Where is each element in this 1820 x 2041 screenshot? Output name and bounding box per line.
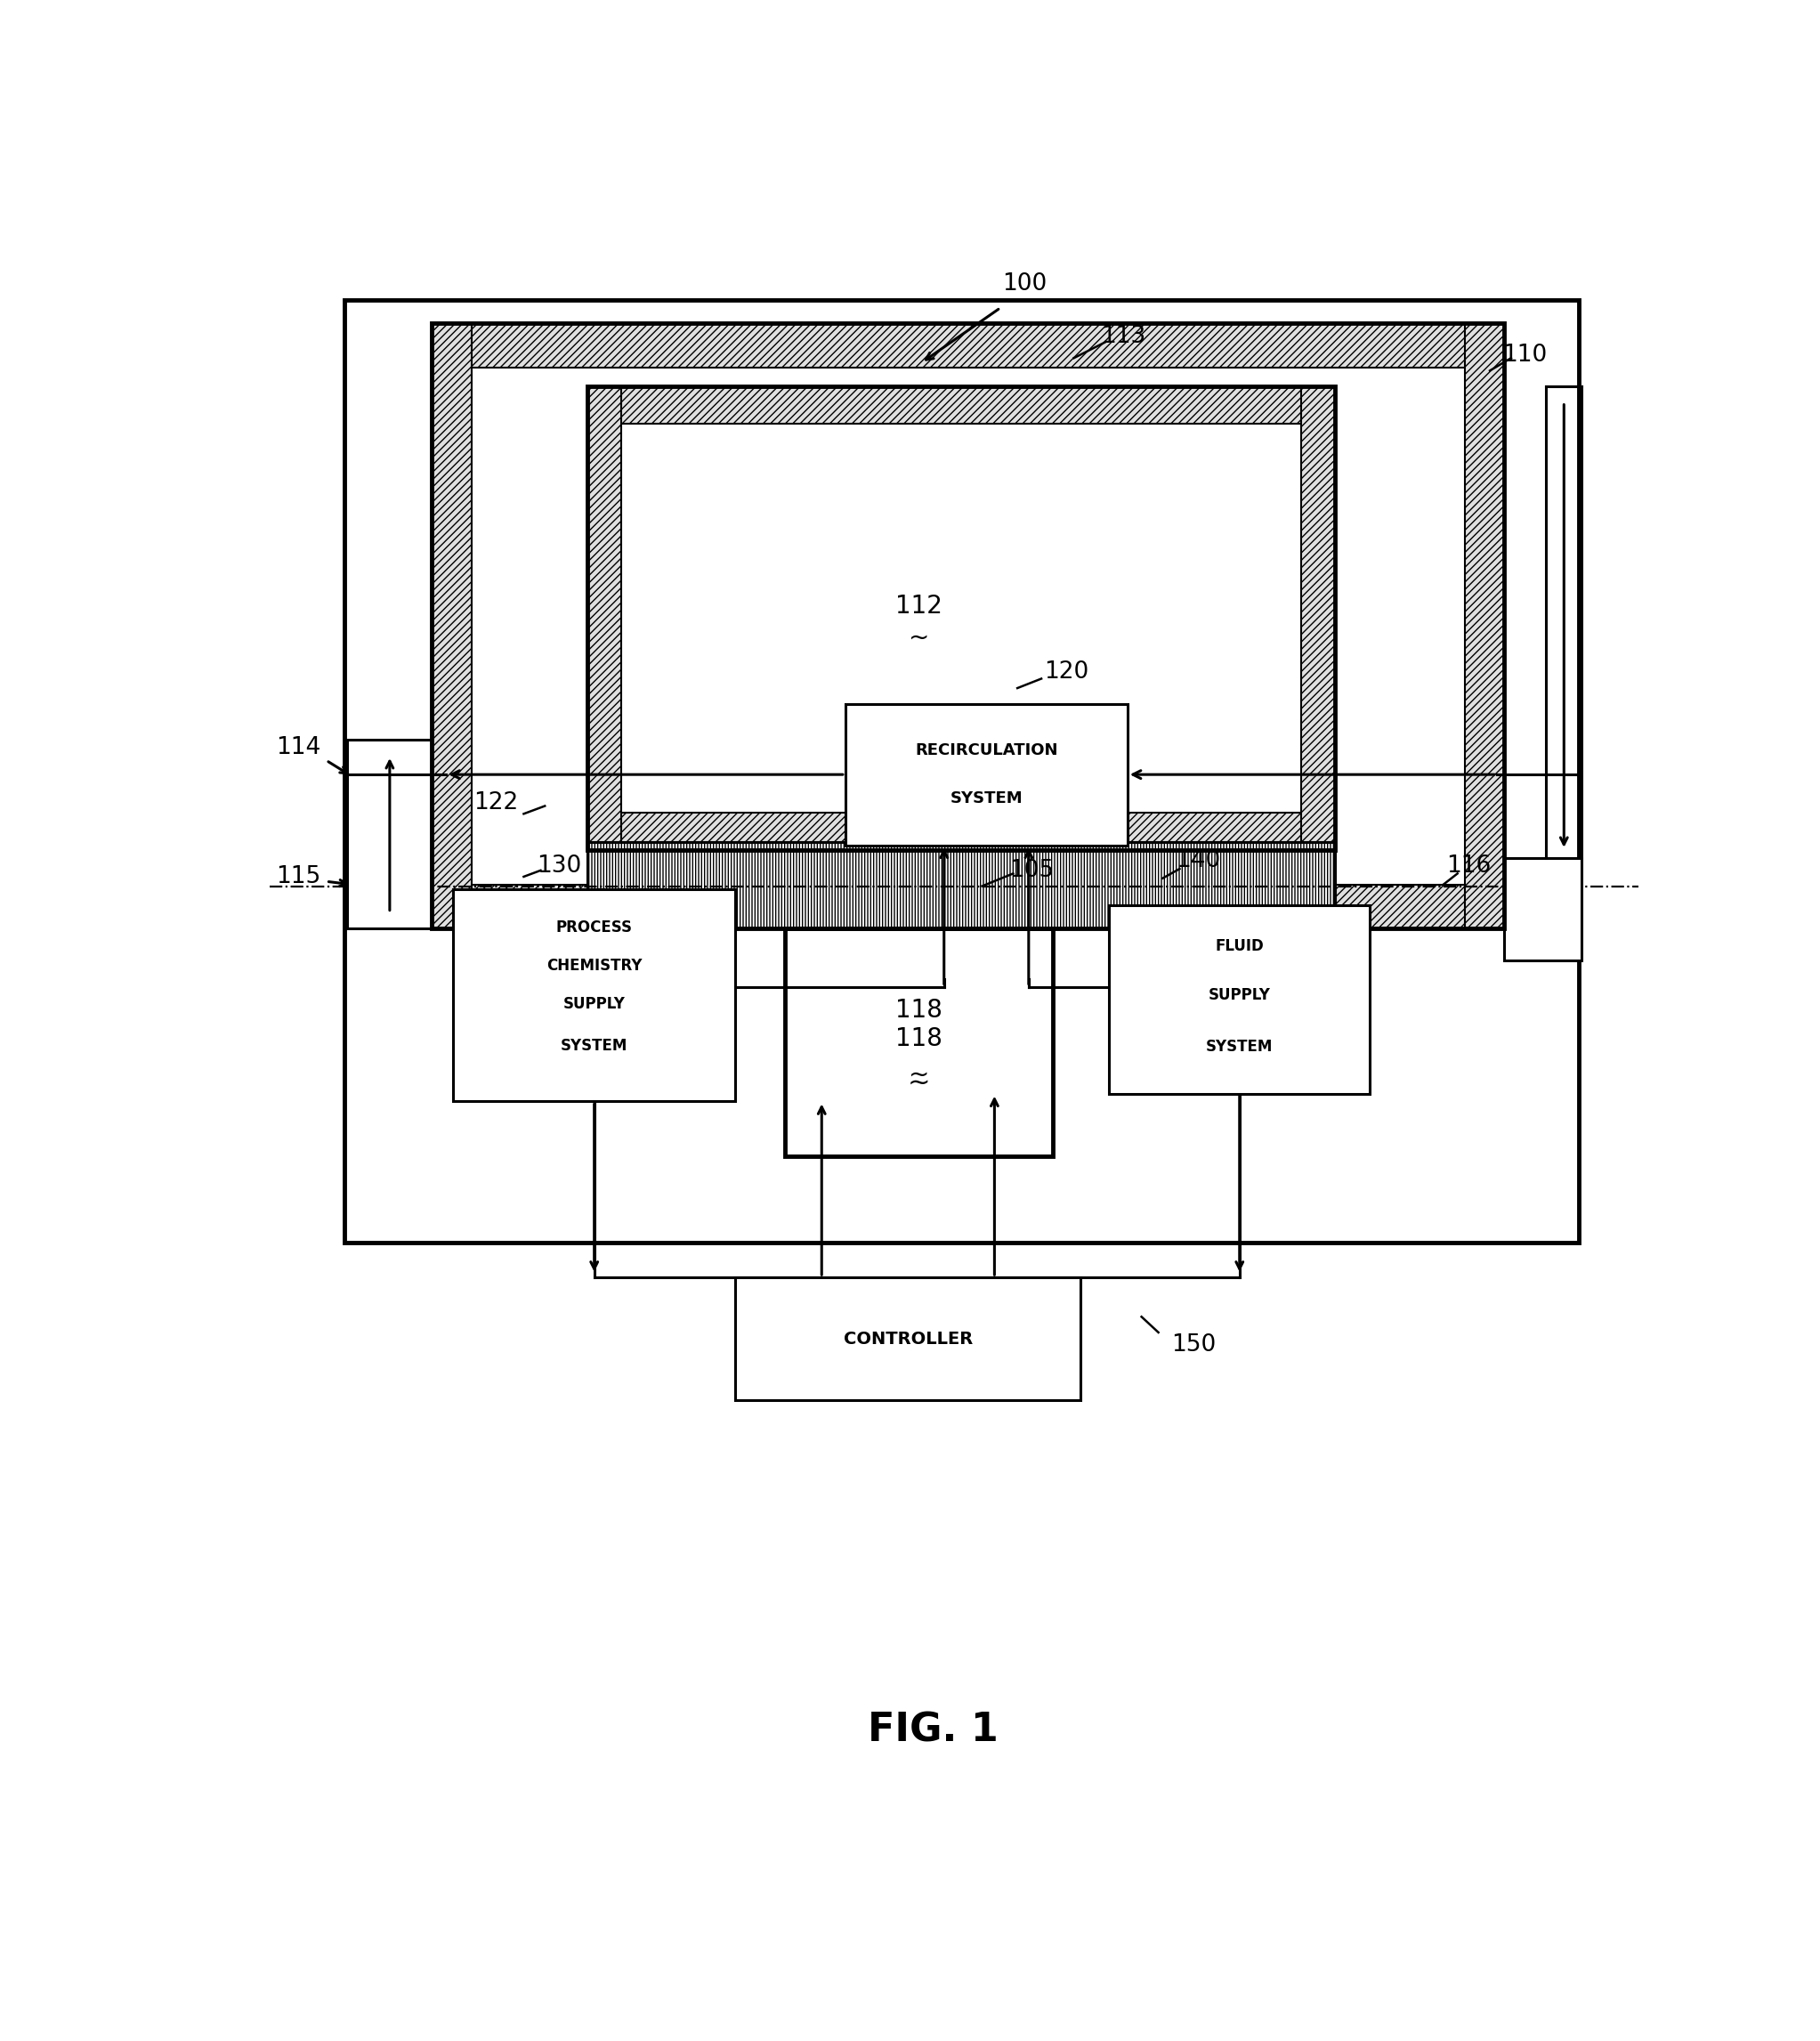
Text: 115: 115 — [275, 865, 320, 888]
Text: CONTROLLER: CONTROLLER — [843, 1331, 972, 1347]
Text: 116: 116 — [1447, 853, 1491, 878]
Text: SYSTEM: SYSTEM — [1207, 1039, 1272, 1055]
Text: FIG. 1: FIG. 1 — [868, 1710, 997, 1749]
Bar — [1108, 904, 1370, 1094]
Text: 118: 118 — [895, 1027, 943, 1051]
Bar — [588, 843, 1334, 929]
Bar — [453, 890, 735, 1102]
Text: FLUID: FLUID — [1216, 939, 1263, 955]
Text: 110: 110 — [1503, 343, 1547, 367]
Text: 105: 105 — [1008, 859, 1054, 882]
Bar — [431, 325, 471, 929]
Bar — [1503, 857, 1582, 959]
Bar — [588, 386, 1334, 849]
Bar — [784, 929, 1052, 1157]
Bar — [588, 386, 621, 849]
Text: PROCESS: PROCESS — [555, 918, 633, 935]
Text: RECIRCULATION: RECIRCULATION — [915, 743, 1057, 759]
Text: 113: 113 — [1101, 325, 1145, 347]
Bar — [1465, 325, 1503, 929]
Text: ~: ~ — [908, 625, 928, 651]
Text: 130: 130 — [537, 853, 581, 878]
Text: 122: 122 — [473, 792, 519, 814]
Text: 100: 100 — [1003, 273, 1046, 296]
Text: CHEMISTRY: CHEMISTRY — [546, 957, 642, 974]
Text: 114: 114 — [275, 737, 320, 759]
Bar — [348, 741, 431, 929]
Text: 150: 150 — [1172, 1333, 1216, 1357]
Text: SYSTEM: SYSTEM — [950, 790, 1023, 806]
Text: SUPPLY: SUPPLY — [562, 996, 626, 1012]
Text: 118: 118 — [895, 998, 943, 1023]
Bar — [588, 843, 1334, 929]
Bar — [588, 386, 1334, 425]
Bar — [844, 704, 1127, 845]
Text: 120: 120 — [1045, 661, 1088, 684]
Bar — [431, 325, 1503, 367]
Text: ~: ~ — [908, 1061, 928, 1088]
Bar — [431, 325, 1503, 929]
Bar — [471, 367, 1465, 884]
Text: SYSTEM: SYSTEM — [561, 1039, 628, 1055]
Bar — [344, 300, 1578, 1243]
Text: 140: 140 — [1176, 849, 1219, 874]
Bar — [431, 884, 1503, 929]
Text: SUPPLY: SUPPLY — [1208, 988, 1270, 1004]
Text: ~: ~ — [908, 1072, 930, 1096]
Bar — [588, 812, 1334, 849]
Bar — [621, 425, 1301, 812]
Text: 112: 112 — [895, 594, 943, 618]
Bar — [1301, 386, 1334, 849]
Bar — [735, 1278, 1081, 1400]
